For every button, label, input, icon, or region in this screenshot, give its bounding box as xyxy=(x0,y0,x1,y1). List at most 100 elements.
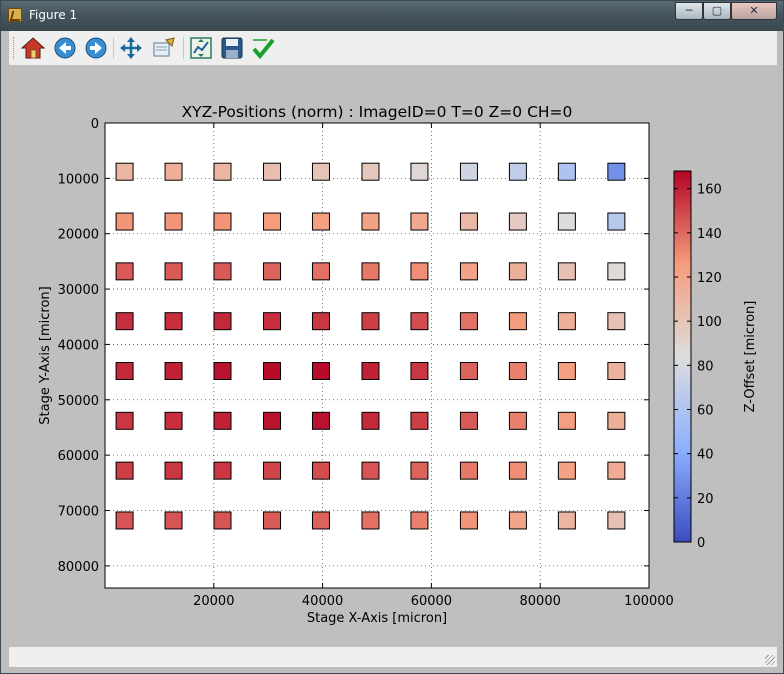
data-point xyxy=(115,262,134,281)
edit-button[interactable] xyxy=(251,36,275,60)
minimize-button[interactable]: ─ xyxy=(675,2,703,20)
axes-frame xyxy=(104,122,650,589)
y-tick-label: 70000 xyxy=(58,505,99,520)
data-point xyxy=(410,461,429,480)
toolbar-grip[interactable] xyxy=(13,37,17,59)
data-point xyxy=(311,461,330,480)
data-point xyxy=(361,511,380,530)
data-point xyxy=(607,461,626,480)
subplots-button[interactable] xyxy=(189,36,213,60)
close-button[interactable]: ✕ xyxy=(731,2,777,20)
y-tick-label: 10000 xyxy=(58,172,99,187)
data-point xyxy=(361,262,380,281)
y-tick-label: 30000 xyxy=(58,283,99,298)
x-tick-label: 100000 xyxy=(624,594,674,609)
save-button[interactable] xyxy=(220,36,244,60)
data-point xyxy=(361,461,380,480)
data-point xyxy=(164,511,183,530)
colorbar-tick-label: 160 xyxy=(697,183,722,198)
colorbar-tick-label: 40 xyxy=(697,448,714,463)
y-axis-label: Stage Y-Axis [micron] xyxy=(38,286,53,424)
home-icon xyxy=(20,37,46,59)
checkmark-icon xyxy=(252,38,275,60)
maximize-icon: ▢ xyxy=(711,4,723,17)
data-point xyxy=(459,162,478,181)
x-tick-label: 80000 xyxy=(520,594,561,609)
data-point xyxy=(115,212,134,231)
data-point xyxy=(115,162,134,181)
y-tick-label: 0 xyxy=(91,117,99,132)
data-point xyxy=(115,362,134,380)
data-point xyxy=(410,262,429,281)
data-point xyxy=(213,362,232,380)
data-point xyxy=(115,312,134,331)
y-tick-label: 80000 xyxy=(58,560,99,575)
move-arrows-icon xyxy=(120,37,142,59)
figure-canvas[interactable]: 20000 40000 60000 80000 100000 0 10000 20000 300… xyxy=(9,65,777,647)
colorbar xyxy=(673,170,692,543)
data-point xyxy=(410,511,429,530)
data-point xyxy=(557,411,576,430)
x-axis-label: Stage X-Axis [micron] xyxy=(307,611,447,626)
maximize-button[interactable]: ▢ xyxy=(703,2,731,20)
data-point xyxy=(508,362,527,380)
data-point xyxy=(607,362,626,380)
data-point xyxy=(311,162,330,181)
data-point xyxy=(263,312,282,331)
status-bar xyxy=(9,647,777,667)
pan-button[interactable] xyxy=(119,36,143,60)
data-point xyxy=(557,212,576,231)
data-point xyxy=(410,162,429,181)
data-point xyxy=(361,312,380,331)
arrow-right-icon xyxy=(85,37,107,59)
data-point xyxy=(263,362,282,380)
title-bar[interactable]: Figure 1 ─ ▢ ✕ xyxy=(1,1,783,31)
data-point xyxy=(508,461,527,480)
back-button[interactable] xyxy=(53,36,77,60)
data-point xyxy=(213,162,232,181)
data-point xyxy=(361,162,380,181)
colorbar-label: Z-Offset [micron] xyxy=(743,301,758,413)
data-point xyxy=(459,362,478,380)
data-point xyxy=(410,312,429,331)
data-point xyxy=(213,262,232,281)
data-point xyxy=(361,212,380,231)
data-point xyxy=(361,411,380,430)
colorbar-tick-label: 0 xyxy=(697,536,705,551)
data-point xyxy=(263,461,282,480)
forward-button[interactable] xyxy=(84,36,108,60)
home-button[interactable] xyxy=(20,36,46,60)
data-point xyxy=(459,262,478,281)
data-point xyxy=(263,511,282,530)
data-point xyxy=(213,312,232,331)
chart-title: XYZ-Positions (norm) : ImageID=0 T=0 Z=0… xyxy=(182,103,573,121)
data-point xyxy=(164,461,183,480)
data-point xyxy=(557,362,576,380)
data-point xyxy=(607,511,626,530)
data-point xyxy=(508,411,527,430)
data-point xyxy=(459,511,478,530)
y-tick-label: 60000 xyxy=(58,449,99,464)
data-point xyxy=(607,162,626,181)
zoom-rect-icon xyxy=(153,37,175,57)
data-point xyxy=(164,212,183,231)
data-point xyxy=(410,411,429,430)
toolbar-separator xyxy=(113,37,114,59)
data-point xyxy=(213,511,232,530)
data-point xyxy=(607,212,626,231)
data-point xyxy=(164,362,183,380)
floppy-icon xyxy=(221,37,243,59)
y-tick-label: 50000 xyxy=(58,394,99,409)
data-point xyxy=(263,411,282,430)
data-point xyxy=(311,312,330,331)
zoom-button[interactable] xyxy=(152,36,176,60)
data-point xyxy=(311,362,330,380)
data-point xyxy=(213,461,232,480)
data-point xyxy=(115,461,134,480)
data-point xyxy=(557,162,576,181)
data-point xyxy=(459,312,478,331)
data-point xyxy=(311,511,330,530)
resize-grip[interactable] xyxy=(765,655,775,665)
colorbar-tick-label: 20 xyxy=(697,492,714,507)
